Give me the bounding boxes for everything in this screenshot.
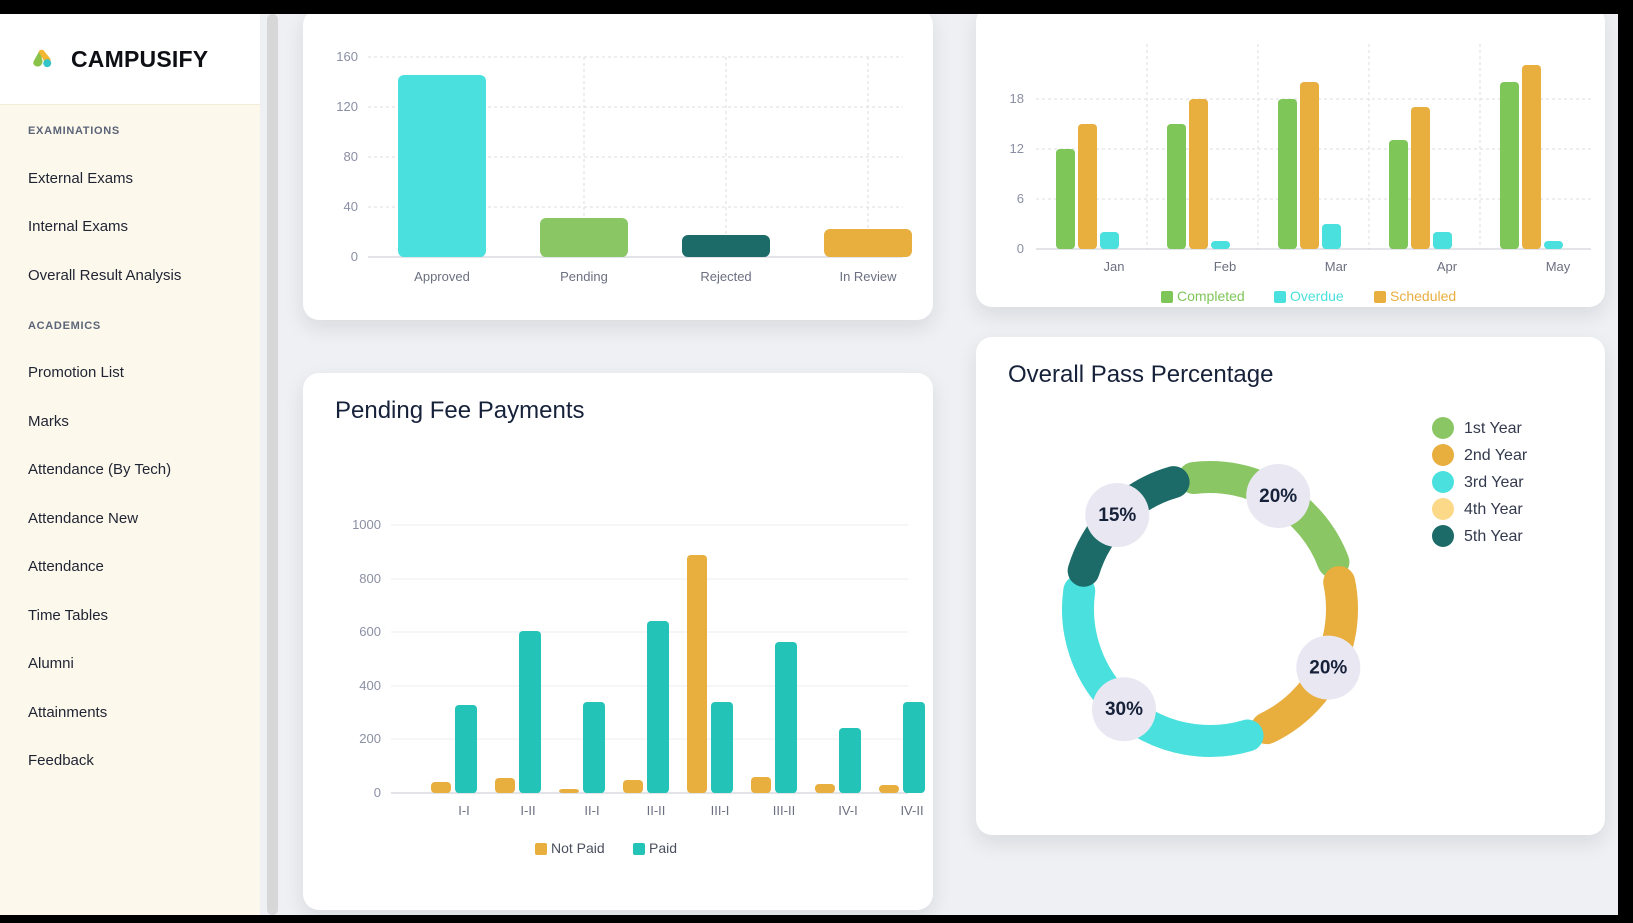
svg-text:Mar: Mar [1325,259,1348,274]
svg-text:III-I: III-I [711,803,730,818]
svg-text:II-I: II-I [584,803,599,818]
svg-text:Pending: Pending [560,269,608,284]
svg-text:I-I: I-I [458,803,470,818]
svg-text:0: 0 [351,249,358,264]
svg-text:160: 160 [336,49,358,64]
svg-text:Not Paid: Not Paid [551,840,605,856]
svg-text:0: 0 [1017,241,1024,256]
svg-text:120: 120 [336,99,358,114]
svg-text:II-II: II-II [647,803,666,818]
svg-text:1st Year: 1st Year [1464,420,1523,437]
svg-text:Completed: Completed [1177,288,1245,304]
svg-text:80: 80 [344,149,358,164]
svg-text:In Review: In Review [839,269,897,284]
svg-text:20%: 20% [1309,658,1347,679]
svg-text:6: 6 [1017,191,1024,206]
svg-text:0: 0 [374,785,381,800]
svg-text:IV-I: IV-I [838,803,858,818]
svg-text:Jan: Jan [1104,259,1125,274]
svg-text:Approved: Approved [414,269,470,284]
svg-text:15%: 15% [1098,505,1136,526]
svg-text:May: May [1546,259,1571,274]
svg-text:5th Year: 5th Year [1464,528,1523,545]
svg-text:1000: 1000 [352,517,381,532]
svg-text:800: 800 [359,571,381,586]
svg-text:40: 40 [344,199,358,214]
svg-text:III-II: III-II [773,803,795,818]
svg-text:IV-II: IV-II [900,803,923,818]
svg-text:Overdue: Overdue [1290,288,1344,304]
svg-text:Paid: Paid [649,840,677,856]
svg-text:4th Year: 4th Year [1464,501,1523,518]
svg-text:Apr: Apr [1437,259,1458,274]
svg-text:18: 18 [1010,91,1024,106]
svg-text:200: 200 [359,731,381,746]
svg-text:Rejected: Rejected [700,269,751,284]
svg-text:3rd Year: 3rd Year [1464,474,1524,491]
svg-text:Feb: Feb [1214,259,1236,274]
svg-text:600: 600 [359,624,381,639]
svg-text:Scheduled: Scheduled [1390,288,1456,304]
svg-text:2nd Year: 2nd Year [1464,447,1528,464]
svg-text:12: 12 [1010,141,1024,156]
svg-text:I-II: I-II [520,803,535,818]
svg-text:30%: 30% [1105,699,1143,720]
svg-text:20%: 20% [1259,486,1297,507]
svg-text:400: 400 [359,678,381,693]
